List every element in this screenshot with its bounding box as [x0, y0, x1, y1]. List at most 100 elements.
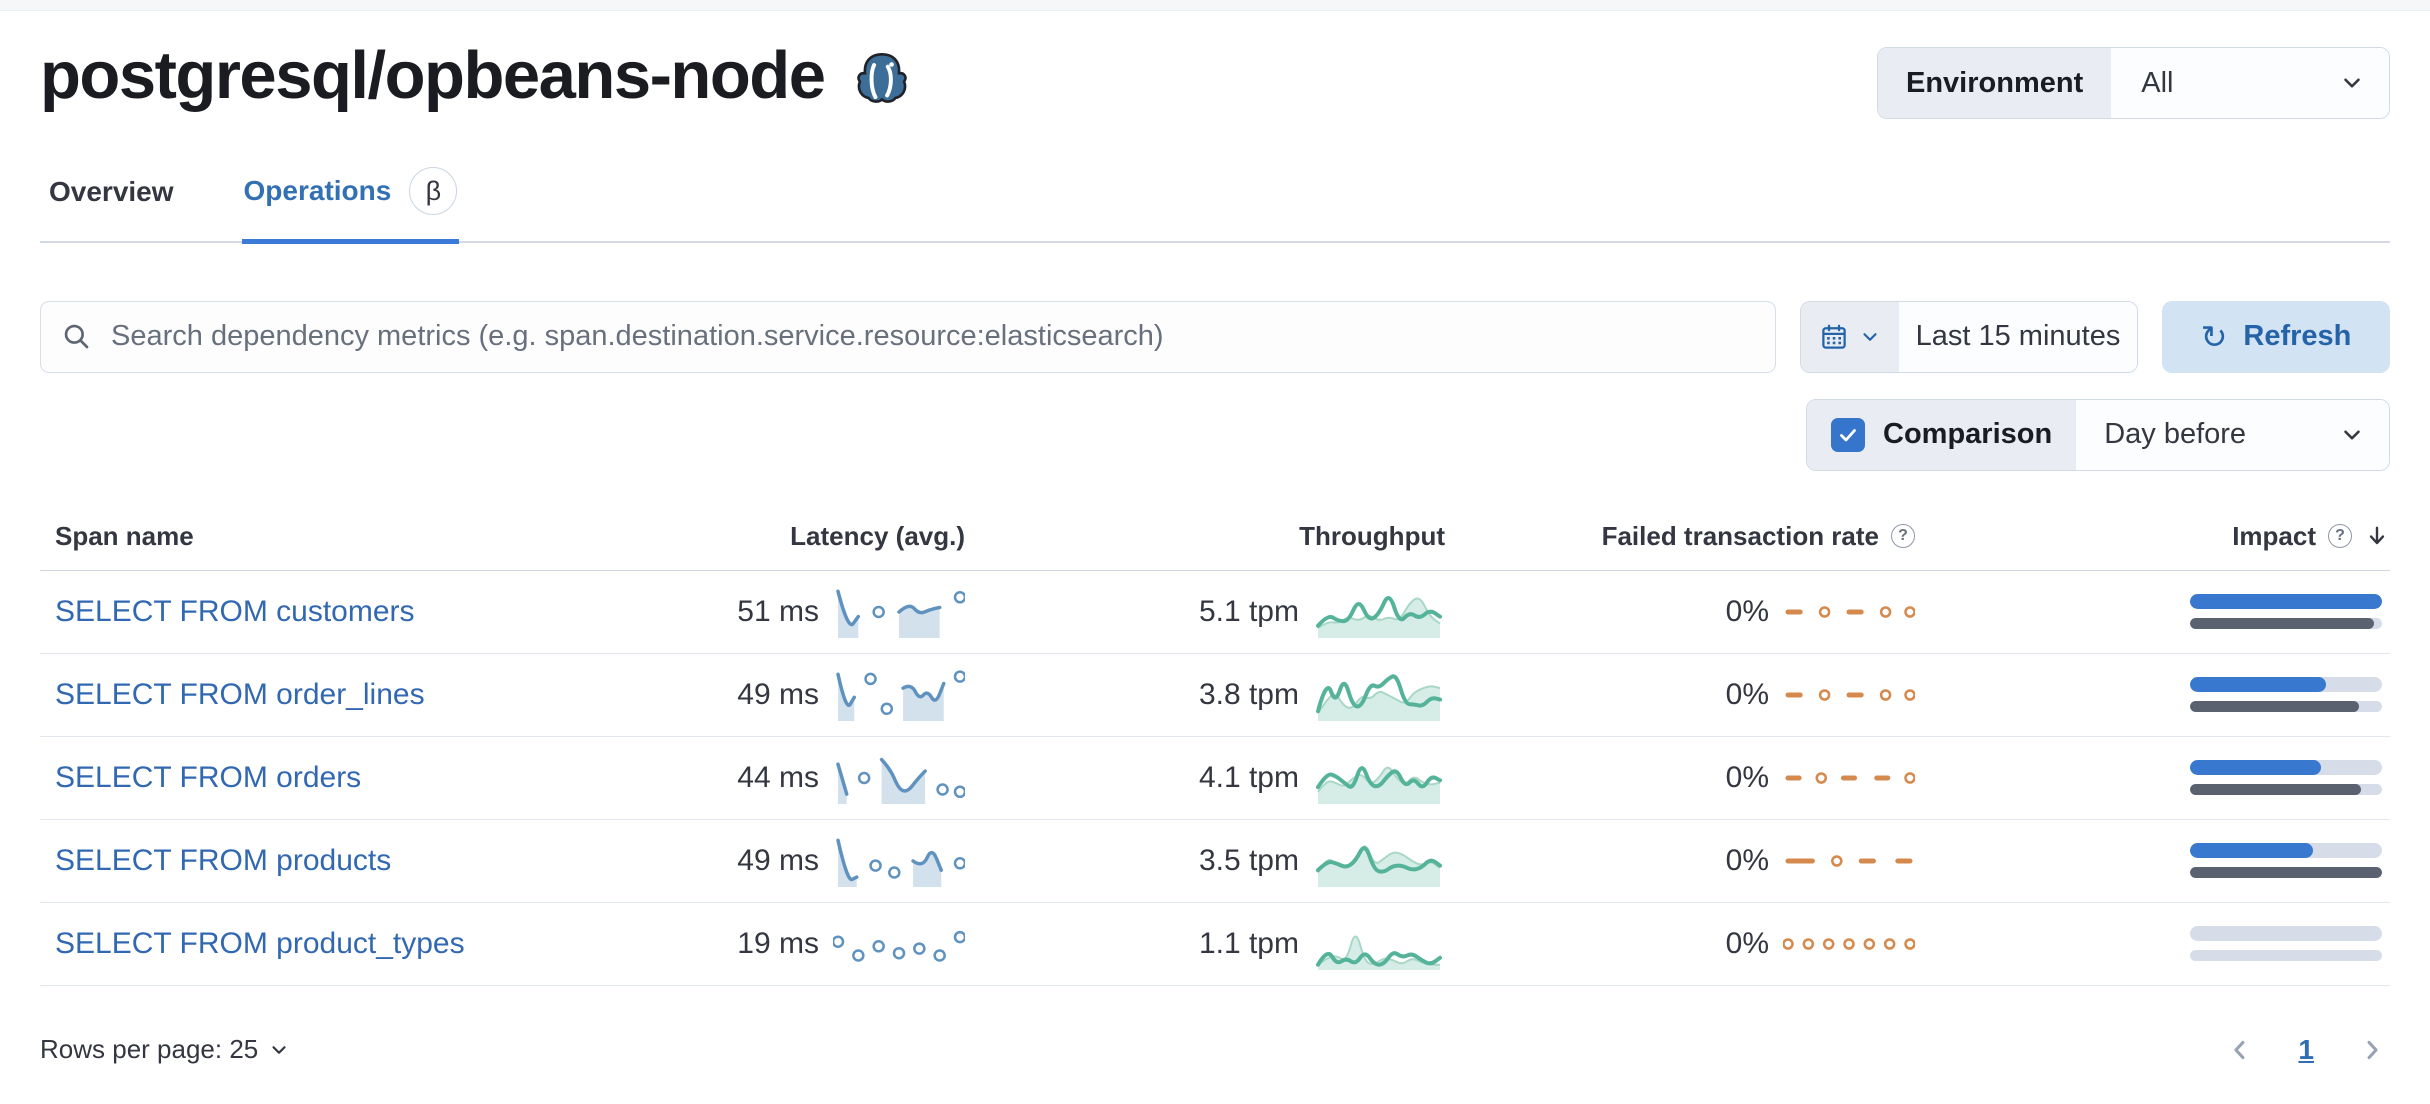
- latency-value: 19 ms: [737, 926, 819, 960]
- throughput-sparkline: [1316, 844, 1442, 887]
- refresh-button[interactable]: ↻ Refresh: [2162, 300, 2390, 373]
- span-name-link[interactable]: SELECT FROM orders: [55, 760, 362, 794]
- page-title: postgresql/opbeans-node: [40, 37, 910, 114]
- table-row: SELECT FROM order_lines 49 ms 3.8 tpm 0%: [40, 654, 2390, 737]
- chevron-down-icon: [2339, 70, 2365, 96]
- operations-table: Span name Latency (avg.) Throughput Fail…: [40, 521, 2390, 986]
- span-name-link[interactable]: SELECT FROM order_lines: [55, 677, 425, 711]
- sort-descending-icon: [2364, 523, 2390, 549]
- latency-value: 51 ms: [737, 594, 819, 628]
- throughput-value: 1.1 tpm: [1198, 926, 1299, 960]
- latency-sparkline: [836, 669, 965, 721]
- column-header-impact[interactable]: Impact ?: [1915, 521, 2390, 552]
- failed-rate-cell: 0%: [1445, 667, 1915, 723]
- column-header-throughput[interactable]: Throughput: [1299, 520, 1445, 551]
- impact-cell: [1915, 926, 2390, 961]
- throughput-value: 3.5 tpm: [1198, 843, 1299, 877]
- tab-bar: Overview Operations β: [40, 153, 2390, 244]
- search-box: [40, 300, 1776, 373]
- window-chrome-edge: [0, 0, 2430, 11]
- environment-label: Environment: [1878, 48, 2112, 118]
- time-range-button[interactable]: Last 15 minutes: [1899, 301, 2137, 372]
- failed-rate-sparkline: [1783, 937, 1915, 950]
- failed-rate-value: 0%: [1725, 594, 1769, 628]
- dependency-name: postgresql/opbeans-node: [40, 38, 826, 113]
- impact-cell: [1915, 843, 2390, 878]
- comparison-checkbox[interactable]: [1831, 417, 1865, 452]
- comparison-control: Comparison Day before: [1806, 398, 2390, 471]
- previous-page-icon[interactable]: [2226, 1036, 2254, 1064]
- table-row: SELECT FROM product_types 19 ms 1.1 tpm …: [40, 903, 2390, 986]
- next-page-icon[interactable]: [2358, 1036, 2386, 1064]
- throughput-value: 4.1 tpm: [1198, 760, 1299, 794]
- table-header-row: Span name Latency (avg.) Throughput Fail…: [40, 521, 2390, 571]
- impact-bar-previous: [2190, 784, 2382, 795]
- latency-cell: 49 ms: [525, 667, 965, 723]
- impact-bar-previous: [2190, 950, 2382, 961]
- throughput-cell: 3.5 tpm: [965, 833, 1445, 889]
- help-icon[interactable]: ?: [1891, 524, 1915, 548]
- failed-rate-sparkline: [1785, 605, 1915, 618]
- throughput-cell: 1.1 tpm: [965, 916, 1445, 972]
- latency-value: 44 ms: [737, 760, 819, 794]
- span-name-link[interactable]: SELECT FROM product_types: [55, 926, 465, 960]
- tab-overview[interactable]: Overview: [49, 175, 174, 207]
- failed-rate-value: 0%: [1725, 677, 1769, 711]
- latency-cell: 44 ms: [525, 750, 965, 806]
- latency-cell: 19 ms: [525, 916, 965, 972]
- table-row: SELECT FROM orders 44 ms 4.1 tpm 0%: [40, 737, 2390, 820]
- failed-rate-sparkline: [1785, 854, 1913, 867]
- rows-per-page-button[interactable]: Rows per page: 25: [40, 1034, 290, 1065]
- chevron-down-icon: [1859, 326, 1881, 348]
- postgresql-icon: [854, 51, 910, 107]
- page-number[interactable]: 1: [2298, 1033, 2314, 1065]
- span-name-link[interactable]: SELECT FROM products: [55, 843, 392, 877]
- impact-bar-current: [2190, 677, 2382, 692]
- failed-rate-cell: 0%: [1445, 750, 1915, 806]
- latency-value: 49 ms: [737, 677, 819, 711]
- impact-bar-current: [2190, 760, 2382, 775]
- pagination: 1: [2226, 1034, 2390, 1066]
- failed-rate-cell: 0%: [1445, 916, 1915, 972]
- throughput-value: 5.1 tpm: [1198, 594, 1299, 628]
- failed-rate-sparkline: [1785, 771, 1915, 784]
- throughput-cell: 4.1 tpm: [965, 750, 1445, 806]
- chevron-down-icon: [268, 1039, 290, 1061]
- table-row: SELECT FROM customers 51 ms 5.1 tpm 0%: [40, 571, 2390, 654]
- throughput-value: 3.8 tpm: [1198, 677, 1299, 711]
- help-icon[interactable]: ?: [2328, 524, 2352, 548]
- impact-bar-current: [2190, 594, 2382, 609]
- failed-rate-value: 0%: [1725, 760, 1769, 794]
- environment-select[interactable]: Environment All: [1877, 47, 2390, 119]
- impact-cell: [1915, 594, 2390, 629]
- failed-rate-sparkline: [1785, 688, 1915, 701]
- impact-bar-current: [2190, 843, 2382, 858]
- search-icon: [61, 321, 93, 353]
- throughput-sparkline: [1316, 765, 1442, 804]
- latency-cell: 51 ms: [525, 584, 965, 640]
- failed-rate-value: 0%: [1725, 926, 1769, 960]
- chevron-down-icon: [2339, 422, 2365, 448]
- column-header-latency[interactable]: Latency (avg.): [790, 520, 965, 551]
- impact-bar-previous: [2190, 867, 2382, 878]
- failed-rate-cell: 0%: [1445, 833, 1915, 889]
- latency-cell: 49 ms: [525, 833, 965, 889]
- time-range-picker: Last 15 minutes: [1800, 300, 2138, 373]
- failed-rate-cell: 0%: [1445, 584, 1915, 640]
- throughput-cell: 5.1 tpm: [965, 584, 1445, 640]
- latency-sparkline: [833, 930, 965, 962]
- search-input[interactable]: [109, 319, 1755, 354]
- table-row: SELECT FROM products 49 ms 3.5 tpm 0%: [40, 820, 2390, 903]
- latency-sparkline: [836, 589, 965, 638]
- impact-cell: [1915, 760, 2390, 795]
- date-picker-button[interactable]: [1801, 301, 1899, 372]
- tab-operations[interactable]: Operations β: [241, 153, 460, 244]
- failed-rate-value: 0%: [1725, 843, 1769, 877]
- column-header-span-name[interactable]: Span name: [55, 520, 194, 551]
- column-header-failed-rate[interactable]: Failed transaction rate ?: [1445, 521, 1915, 552]
- impact-bar-current: [2190, 926, 2382, 941]
- latency-sparkline: [836, 757, 965, 804]
- comparison-select[interactable]: Day before: [2076, 399, 2389, 470]
- table-body: SELECT FROM customers 51 ms 5.1 tpm 0% S…: [40, 571, 2390, 986]
- span-name-link[interactable]: SELECT FROM customers: [55, 594, 415, 628]
